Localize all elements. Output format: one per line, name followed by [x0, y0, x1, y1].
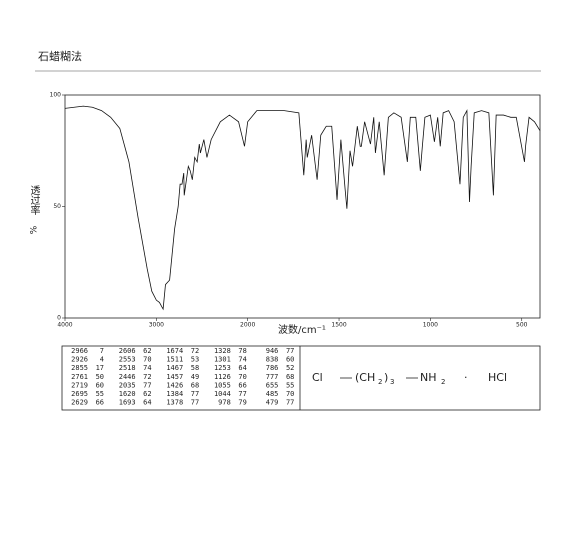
table-transmittance: 77	[238, 390, 246, 398]
table-transmittance: 77	[286, 399, 294, 407]
table-transmittance: 62	[143, 347, 151, 355]
formula-salt: HCl	[488, 371, 507, 384]
table-wavenumber: 2629	[71, 399, 88, 407]
table-wavenumber: 479	[266, 399, 279, 407]
table-transmittance: 70	[238, 373, 246, 381]
table-transmittance: 52	[286, 364, 294, 372]
x-axis-label: 波数/cm⁻¹	[278, 323, 326, 336]
table-transmittance: 70	[286, 390, 294, 398]
table-wavenumber: 1426	[166, 381, 183, 389]
table-wavenumber: 1328	[214, 347, 231, 355]
table-transmittance: 49	[191, 373, 199, 381]
y-tick-label: 100	[50, 92, 62, 99]
table-transmittance: 79	[238, 399, 246, 407]
table-transmittance: 74	[238, 356, 246, 364]
table-wavenumber: 2719	[71, 381, 88, 389]
table-wavenumber: 946	[266, 347, 279, 355]
table-transmittance: 78	[238, 347, 246, 355]
table-transmittance: 17	[96, 364, 104, 372]
table-wavenumber: 978	[218, 399, 231, 407]
formula-open: (CH	[355, 371, 375, 384]
table-transmittance: 70	[143, 356, 151, 364]
table-transmittance: 72	[143, 373, 151, 381]
x-tick-label: 3000	[149, 322, 164, 329]
formula-left: Cl	[312, 371, 323, 384]
table-transmittance: 53	[191, 356, 199, 364]
table-transmittance: 64	[143, 399, 151, 407]
formula-amine-sub: 2	[441, 378, 445, 386]
table-wavenumber: 1457	[166, 373, 183, 381]
x-tick-label: 1500	[331, 322, 346, 329]
table-transmittance: 66	[238, 381, 246, 389]
y-tick-label: 0	[57, 315, 61, 322]
table-transmittance: 7	[100, 347, 104, 355]
table-wavenumber: 485	[266, 390, 279, 398]
table-wavenumber: 2695	[71, 390, 88, 398]
table-wavenumber: 655	[266, 381, 279, 389]
table-wavenumber: 2926	[71, 356, 88, 364]
table-wavenumber: 1674	[166, 347, 183, 355]
table-transmittance: 50	[96, 373, 104, 381]
table-wavenumber: 838	[266, 356, 279, 364]
y-axis-label: 透过率	[28, 185, 40, 216]
table-wavenumber: 1044	[214, 390, 231, 398]
table-transmittance: 68	[286, 373, 294, 381]
table-wavenumber: 1055	[214, 381, 231, 389]
x-tick-label: 2000	[240, 322, 255, 329]
table-transmittance: 60	[286, 356, 294, 364]
table-transmittance: 66	[96, 399, 104, 407]
table-transmittance: 74	[143, 364, 151, 372]
table-wavenumber: 1378	[166, 399, 183, 407]
table-wavenumber: 2035	[119, 381, 136, 389]
table-transmittance: 55	[96, 390, 104, 398]
table-wavenumber: 1301	[214, 356, 231, 364]
y-axis-unit: %	[30, 225, 40, 234]
table-wavenumber: 1384	[166, 390, 183, 398]
table-transmittance: 4	[100, 356, 104, 364]
table-wavenumber: 786	[266, 364, 279, 372]
x-tick-label: 4000	[57, 322, 72, 329]
table-transmittance: 64	[238, 364, 246, 372]
table-transmittance: 62	[143, 390, 151, 398]
formula-amine: NH	[420, 371, 437, 384]
table-transmittance: 60	[96, 381, 104, 389]
x-tick-label: 1000	[423, 322, 438, 329]
table-transmittance: 77	[286, 347, 294, 355]
table-transmittance: 77	[191, 399, 199, 407]
table-transmittance: 77	[143, 381, 151, 389]
table-wavenumber: 2553	[119, 356, 136, 364]
table-wavenumber: 2518	[119, 364, 136, 372]
page-title: 石蜡糊法	[38, 49, 82, 63]
table-wavenumber: 1467	[166, 364, 183, 372]
table-wavenumber: 2446	[119, 373, 136, 381]
table-wavenumber: 2606	[119, 347, 136, 355]
table-transmittance: 72	[191, 347, 199, 355]
table-transmittance: 77	[191, 390, 199, 398]
table-transmittance: 55	[286, 381, 294, 389]
y-tick-label: 50	[53, 203, 61, 210]
table-wavenumber: 1126	[214, 373, 231, 381]
table-transmittance: 58	[191, 364, 199, 372]
table-wavenumber: 1620	[119, 390, 136, 398]
table-wavenumber: 2855	[71, 364, 88, 372]
table-transmittance: 68	[191, 381, 199, 389]
table-wavenumber: 1693	[119, 399, 136, 407]
table-wavenumber: 2966	[71, 347, 88, 355]
x-tick-label: 500	[516, 322, 528, 329]
formula-close: )	[384, 371, 388, 384]
formula-repeat: 3	[390, 378, 394, 386]
table-wavenumber: 1253	[214, 364, 231, 372]
table-wavenumber: 777	[266, 373, 279, 381]
table-frame	[61, 345, 541, 411]
table-wavenumber: 1511	[166, 356, 183, 364]
spectrum-line	[64, 105, 541, 311]
formula-dot: ·	[464, 371, 468, 384]
table-wavenumber: 2761	[71, 373, 88, 381]
formula-chain-sub: 2	[378, 378, 382, 386]
